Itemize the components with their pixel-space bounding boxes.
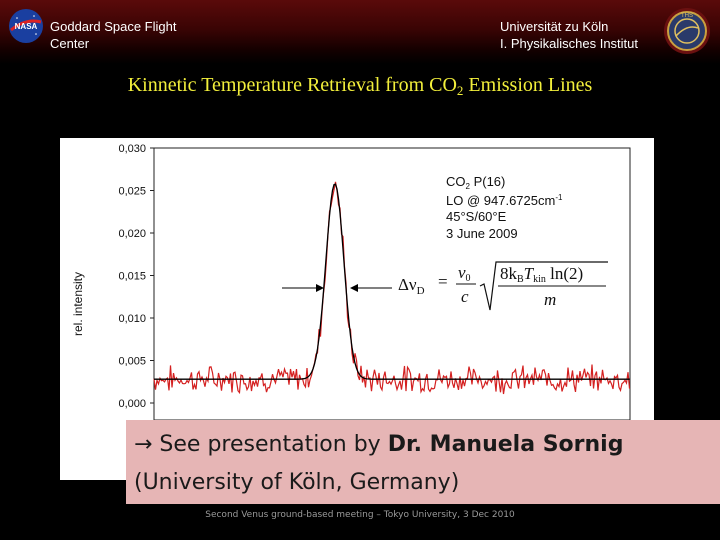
nasa-logo: NASA	[9, 9, 43, 43]
ths-logo-text: THS	[681, 13, 693, 19]
svg-text:ν0: ν0	[458, 263, 471, 284]
annotation-location: 45°S/60°E	[446, 209, 507, 224]
formula-lhs: Δν	[398, 275, 417, 294]
formula-m: m	[544, 290, 556, 309]
callout-text-pre: See presentation by	[152, 432, 388, 457]
y-tick-label: 0,030	[118, 143, 146, 155]
callout-presenter-name: Dr. Manuela Sornig	[387, 432, 624, 457]
header-band	[0, 0, 720, 64]
fit-spectrum-line	[154, 183, 630, 380]
org-left-line2: Center	[50, 36, 90, 51]
formula-sqrt	[479, 261, 608, 311]
nasa-logo-text: NASA	[15, 22, 38, 31]
org-right-line2: I. Physikalisches Institut	[500, 36, 638, 51]
title-suffix: Emission Lines	[463, 74, 593, 96]
y-tick-label: 0,000	[118, 398, 146, 410]
formula-equals: =	[438, 272, 448, 291]
fwhm-arrow-left-head	[316, 284, 324, 292]
org-left-line1: Goddard Space Flight	[50, 19, 177, 34]
callout-line1: → See presentation by Dr. Manuela Sornig	[134, 426, 720, 464]
ths-logo: THS	[664, 8, 710, 54]
title-prefix: Kinnetic Temperature Retrieval from CO	[127, 74, 457, 96]
y-tick-label: 0,010	[118, 313, 146, 325]
annotation-date: 3 June 2009	[446, 226, 518, 241]
callout-line2: (University of Köln, Germany)	[134, 470, 460, 495]
spectrum-annotation: CO2 P(16) LO @ 947.6725cm-1 45°S/60°E 3 …	[446, 174, 563, 241]
doppler-formula: ΔνD = ν0 c 8kBTkin ln(2) m	[398, 261, 608, 311]
org-right-line1: Universität zu Köln	[500, 19, 609, 34]
formula-nu0: ν	[458, 263, 466, 282]
y-axis-label: rel. intensity	[71, 272, 85, 336]
formula-c: c	[461, 287, 469, 306]
y-tick-label: 0,005	[118, 356, 146, 368]
fwhm-arrow-right-head	[350, 284, 358, 292]
header-org-left: Goddard Space Flight Center	[50, 18, 210, 52]
header-org-right: Universität zu Köln I. Physikalisches In…	[500, 18, 660, 52]
y-tick-label: 0,025	[118, 186, 146, 198]
annotation-lo: LO @ 947.6725cm-1	[446, 193, 563, 208]
y-axis-ticks: 0,000 0,005 0,010 0,015 0,020 0,025 0,030	[118, 143, 154, 410]
svg-text:8kBTkin ln(2): 8kBTkin ln(2)	[500, 264, 583, 285]
svg-text:ΔνD: ΔνD	[398, 275, 425, 297]
title-subscript: 2	[456, 83, 464, 98]
formula-lhs-sub: D	[417, 285, 425, 297]
arrow-right-icon: →	[134, 432, 153, 457]
spectrum-chart: 0,000 0,005 0,010 0,015 0,020 0,025 0,030 rel.…	[71, 143, 631, 421]
measured-spectrum-line	[153, 181, 631, 395]
y-tick-label: 0,015	[118, 271, 146, 283]
annotation-species: CO2 P(16)	[446, 174, 505, 191]
slide-footer: Second Venus ground-based meeting – Toky…	[205, 510, 515, 520]
y-tick-label: 0,020	[118, 228, 146, 240]
slide-title: Kinnetic Temperature Retrieval from CO2 …	[0, 74, 720, 99]
presentation-callout: → See presentation by Dr. Manuela Sornig…	[126, 420, 720, 504]
